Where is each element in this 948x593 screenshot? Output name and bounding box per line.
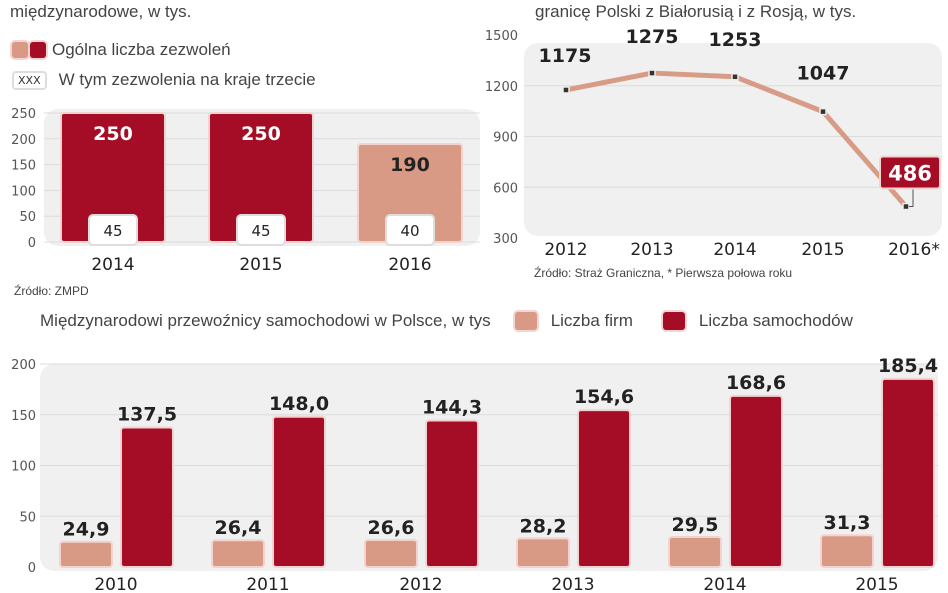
x-tick-label: 2015 [855,575,898,593]
chart2-title: granicę Polski z Białorusią i z Rosją, w… [535,2,857,21]
y-tick-label: 100 [11,460,36,475]
bar-sub-label: 45 [251,222,270,240]
x-tick-label: 2014 [91,255,134,275]
x-tick-label: 2015 [801,240,844,260]
data-point [562,86,570,94]
bar-firms [820,534,874,568]
legend-label-cars: Liczba samochodów [698,311,853,330]
y-tick-label: 150 [11,159,36,174]
x-tick-label: 2012 [399,575,442,593]
y-tick-label: 150 [11,409,36,424]
bar-firms-label: 28,2 [520,515,567,537]
callout-label: 486 [888,162,932,186]
chart1-legend-sub: XXX W tym zezwolenia na kraje trzecie [12,70,316,90]
chart2-source: Źródło: Straż Graniczna, * Pierwsza poło… [534,266,793,280]
legend-swatch-cars-icon [662,312,685,330]
bar-firms-label: 26,6 [368,517,415,539]
bar-firms [516,537,570,568]
bar-cars-label: 137,5 [117,403,177,425]
bar-firms [211,539,265,568]
y-tick-label: 50 [19,210,36,225]
bar-sub-box [385,214,435,246]
bar-firms [59,540,113,569]
x-tick-label: 2012 [544,240,587,260]
data-label: 1047 [797,63,850,85]
x-tick-label: 2011 [246,575,289,593]
data-point [731,73,739,81]
bar-cars-label: 148,0 [269,393,329,415]
y-tick-label: 900 [493,131,518,146]
bar-total-label: 190 [390,154,430,176]
bar-firms [364,539,418,569]
x-tick-label: 2013 [630,240,673,260]
y-tick-label: 250 [11,107,36,122]
bar-cars [425,419,479,568]
legend-swatch-pair-icon [12,42,46,58]
y-tick-label: 100 [11,184,36,199]
legend-label-firms: Liczba firm [550,311,633,330]
y-tick-label: 200 [11,133,36,148]
x-tick-label: 2016* [888,240,940,260]
chart3-title: Międzynarodowi przewoźnicy samochodowi w… [40,311,491,330]
x-tick-label: 2014 [703,575,746,593]
data-label: 1275 [626,26,679,48]
data-point [819,107,827,116]
bar-cars [577,409,631,569]
y-tick-label: 0 [28,561,36,576]
chart3-plot: 0 50 100 150 200 24,9 137,5 2010 26,4 148,0 2011 26… [11,355,938,593]
data-point [648,69,656,77]
legend-badge: XXX [12,70,47,90]
bar-cars-label: 154,6 [574,386,634,408]
chart2-plot: 300 600 900 1200 1500 1175 2012 1275 2013 1253 201… [485,26,942,260]
bar-cars [729,394,783,568]
bar-cars [881,377,935,568]
bar-cars [120,426,174,568]
y-tick-label: 1200 [485,80,518,95]
bar-sub-box [236,214,286,246]
x-tick-label: 2014 [713,240,756,260]
bar-sub-box [88,214,138,246]
legend-label: W tym zezwolenia na kraje trzecie [58,70,316,89]
chart1-source: Źródło: ZMPD [14,284,89,298]
bar-total-label: 250 [241,123,281,145]
legend-label: Ogólna liczba zezwoleń [52,40,231,59]
y-tick-label: 50 [19,510,36,525]
x-tick-label: 2013 [551,575,594,593]
y-tick-label: 600 [493,181,518,196]
legend-swatch-firms-icon [514,312,537,330]
data-point [902,202,910,211]
bar-firms-label: 29,5 [672,514,719,536]
bar-firms [668,536,722,568]
bar-firms-label: 24,9 [63,519,110,541]
x-tick-label: 2016 [388,255,431,275]
plot-panel [524,43,942,236]
bar-total-label: 250 [93,123,133,145]
chart1-title: międzynarodowe, w tys. [10,2,192,21]
chart1-legend-total: Ogólna liczba zezwoleń [12,40,231,60]
bar-cars-label: 168,6 [726,372,786,394]
x-tick-label: 2010 [94,575,137,593]
bar-cars [272,415,326,568]
plot-panel [40,364,938,571]
bar-sub-label: 45 [103,222,122,240]
x-tick-label: 2015 [239,255,282,275]
bar-firms-label: 31,3 [824,512,871,534]
y-tick-label: 300 [493,232,518,247]
chart3-header: Międzynarodowi przewoźnicy samochodowi w… [40,311,853,331]
bar-cars-label: 185,4 [878,355,938,377]
y-tick-label: 200 [11,358,36,373]
callout-leader [909,186,914,208]
bar-cars-label: 144,3 [422,397,482,419]
bar-sub-label: 40 [400,222,419,240]
y-tick-label: 0 [28,236,36,251]
y-tick-label: 1500 [485,29,518,44]
data-label: 1175 [539,45,592,67]
chart1-plot: 0 50 100 150 200 250 250 45 2014 250 45 2015 190 40 20… [11,107,480,275]
data-label: 1253 [709,29,762,51]
bar-firms-label: 26,4 [215,517,262,539]
callout-box [879,155,941,190]
